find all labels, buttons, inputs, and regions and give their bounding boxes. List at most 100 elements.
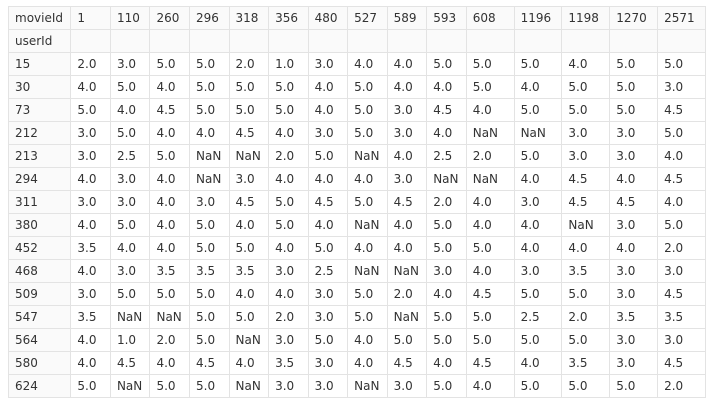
table-cell: 3.0 [609, 328, 659, 352]
table-cell: 5.0 [189, 52, 230, 76]
table-cell: 3.5 [609, 305, 659, 329]
table-cell: 4.5 [465, 351, 515, 375]
table-cell: 5.0 [228, 305, 270, 329]
column-header: 356 [268, 6, 309, 30]
table-cell: 1.0 [268, 52, 309, 76]
table-cell: 5.0 [657, 121, 706, 145]
table-cell: 5.0 [561, 75, 611, 99]
table-cell: 4.5 [465, 282, 515, 306]
table-cell: 2.0 [149, 328, 190, 352]
table-cell: NaN [465, 167, 515, 191]
table-cell: 5.0 [228, 75, 270, 99]
table-cell: 4.5 [426, 98, 467, 122]
table-cell: 5.0 [426, 305, 467, 329]
table-cell: 4.0 [70, 213, 111, 237]
table-cell: 3.0 [609, 121, 659, 145]
table-row: 73 5.0 4.0 4.5 5.0 5.0 5.0 4.0 5.0 3.0 4.5 4.0 5.0 5.… [7, 98, 706, 122]
table-cell: 4.0 [109, 98, 151, 122]
table-cell: 5.0 [149, 282, 190, 306]
table-cell: 4.5 [109, 351, 151, 375]
table-cell: 4.0 [70, 167, 111, 191]
column-header: 527 [347, 6, 388, 30]
table-cell: 4.0 [149, 121, 190, 145]
table-cell: 5.0 [228, 236, 270, 260]
column-header: 480 [307, 6, 349, 30]
table-cell: 5.0 [513, 98, 563, 122]
table-cell: 2.0 [228, 52, 270, 76]
table-cell: 4.0 [386, 75, 428, 99]
table-cell: 3.0 [386, 374, 428, 398]
row-index: 30 [7, 75, 72, 99]
table-cell: 5.0 [228, 98, 270, 122]
table-cell: 3.0 [268, 328, 309, 352]
table-cell: 5.0 [513, 374, 563, 398]
index-name-filler [70, 29, 111, 53]
row-index: 380 [7, 213, 72, 237]
table-cell: 5.0 [561, 98, 611, 122]
table-cell: 5.0 [609, 75, 659, 99]
table-cell: NaN [347, 213, 388, 237]
table-cell: 5.0 [70, 98, 111, 122]
table-cell: 5.0 [609, 98, 659, 122]
ratings-table: movieId 1 110 260 296 318 356 480 527 589 593 608 1… [7, 6, 706, 398]
table-cell: 3.0 [561, 144, 611, 168]
table-row: 547 3.5 NaN NaN 5.0 5.0 2.0 3.0 5.0 NaN 5.0 5.0 2.5 2… [7, 305, 706, 329]
table-cell: 4.0 [268, 121, 309, 145]
table-cell: NaN [347, 374, 388, 398]
table-cell: 3.0 [109, 52, 151, 76]
table-cell: 4.0 [465, 213, 515, 237]
table-cell: 3.0 [109, 259, 151, 283]
table-cell: 2.5 [426, 144, 467, 168]
table-cell: 5.0 [561, 282, 611, 306]
table-cell: NaN [228, 144, 270, 168]
table-cell: 2.5 [513, 305, 563, 329]
row-index: 294 [7, 167, 72, 191]
table-cell: 2.0 [465, 144, 515, 168]
index-name-filler [561, 29, 611, 53]
table-cell: 5.0 [347, 121, 388, 145]
index-name-filler [609, 29, 659, 53]
table-cell: 3.5 [561, 351, 611, 375]
table-cell: 3.0 [307, 282, 349, 306]
table-cell: 4.0 [149, 190, 190, 214]
table-cell: 4.5 [657, 282, 706, 306]
table-cell: NaN [561, 213, 611, 237]
table-cell: 5.0 [513, 282, 563, 306]
row-index: 624 [7, 374, 72, 398]
table-body: 15 2.0 3.0 5.0 5.0 2.0 1.0 3.0 4.0 4.0 5.0 5.0 5.0 4.… [7, 52, 706, 398]
table-cell: 4.0 [426, 121, 467, 145]
index-name-filler [307, 29, 349, 53]
table-cell: 4.0 [386, 52, 428, 76]
table-cell: 4.5 [386, 190, 428, 214]
table-cell: 4.0 [307, 75, 349, 99]
table-cell: NaN [109, 374, 151, 398]
table-cell: 5.0 [189, 328, 230, 352]
index-name-filler [268, 29, 309, 53]
table-cell: 4.0 [347, 328, 388, 352]
table-cell: NaN [109, 305, 151, 329]
table-cell: 5.0 [109, 75, 151, 99]
table-row: 15 2.0 3.0 5.0 5.0 2.0 1.0 3.0 4.0 4.0 5.0 5.0 5.0 4.… [7, 52, 706, 76]
table-cell: 5.0 [189, 282, 230, 306]
table-cell: 5.0 [426, 328, 467, 352]
column-header-row: movieId 1 110 260 296 318 356 480 527 589 593 608 1… [7, 6, 706, 30]
table-cell: 3.5 [70, 236, 111, 260]
table-cell: 3.0 [657, 328, 706, 352]
table-cell: 4.0 [149, 75, 190, 99]
table-cell: 4.5 [307, 190, 349, 214]
table-cell: 3.0 [657, 75, 706, 99]
table-cell: 5.0 [189, 374, 230, 398]
table-row: 624 5.0 NaN 5.0 5.0 NaN 3.0 3.0 NaN 3.0 5.0 4.0 5.0 5… [7, 374, 706, 398]
table-cell: 2.0 [386, 282, 428, 306]
table-cell: NaN [189, 144, 230, 168]
table-cell: 4.0 [465, 98, 515, 122]
table-cell: 5.0 [609, 52, 659, 76]
table-cell: 4.5 [657, 351, 706, 375]
table-cell: 4.0 [561, 52, 611, 76]
table-cell: 3.0 [609, 351, 659, 375]
index-name-filler [426, 29, 467, 53]
table-cell: 3.0 [513, 259, 563, 283]
index-name-filler [149, 29, 190, 53]
column-header: 296 [189, 6, 230, 30]
table-cell: 4.0 [149, 236, 190, 260]
